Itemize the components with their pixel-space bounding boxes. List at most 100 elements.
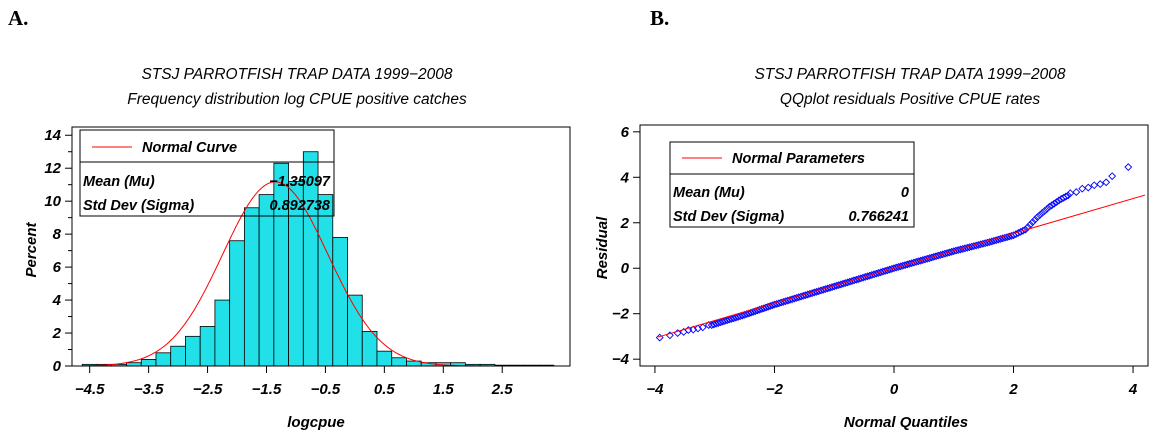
- qq-point: [1021, 225, 1030, 234]
- qqplot-legend-stat-name: Std Dev (Sigma): [673, 209, 784, 225]
- histogram-subtitle: Frequency distribution log CPUE positive…: [127, 91, 467, 108]
- qq-point: [707, 321, 716, 330]
- qq-point: [704, 321, 713, 330]
- qqplot-subtitle: QQplot residuals Positive CPUE rates: [780, 91, 1040, 108]
- qqplot-legend-stat-value: 0.766241: [849, 209, 909, 225]
- histogram-plot: −4.5 −3.5 −2.5 −1.5 −0.5 0.5 1.5 2.5 0 2 4 6 8 10 12 14…: [44, 126, 571, 398]
- histogram-bar: [273, 162, 289, 367]
- qq-point: [1047, 201, 1056, 210]
- panel-a-label: A.: [8, 6, 29, 30]
- qq-point: [655, 333, 664, 342]
- qq-point: [731, 313, 740, 322]
- qqplot-y-axis-label: Residual: [594, 216, 611, 279]
- qqplot-frame: [639, 124, 1149, 367]
- qq-point: [720, 317, 729, 325]
- qq-point: [716, 318, 725, 327]
- qq-point: [742, 310, 751, 319]
- qq-point: [810, 288, 819, 297]
- qq-point: [712, 319, 721, 328]
- qq-point: [1028, 218, 1037, 227]
- qqplot-y-tick-label: −4: [612, 351, 630, 368]
- histogram-x-tick-label: −2.5: [193, 381, 223, 398]
- qqplot-y-tick-label: 4: [620, 169, 630, 186]
- qq-point: [1064, 191, 1072, 200]
- qq-point: [801, 291, 810, 300]
- qq-point: [1026, 220, 1035, 229]
- histogram-bar: [155, 352, 172, 367]
- histogram-bar: [199, 326, 216, 367]
- qqplot-legend-box: [669, 141, 915, 228]
- histogram-x-tick-label: −0.5: [311, 381, 341, 398]
- qq-point: [1061, 192, 1070, 201]
- qq-point: [969, 242, 978, 251]
- qq-point: [1023, 223, 1032, 232]
- qqplot-legend-stat-name: Mean (Mu): [673, 185, 745, 201]
- qqplot-legend-stat-value: 0: [901, 185, 909, 201]
- qqplot-y-tick-label: 0: [621, 260, 630, 277]
- histogram-bar: [140, 359, 157, 367]
- qqplot-x-tick-label: 4: [1128, 381, 1138, 398]
- qq-point: [1078, 184, 1087, 193]
- qq-point: [812, 287, 821, 296]
- histogram-legend-stat-name: Std Dev (Sigma): [83, 198, 194, 214]
- qq-point: [753, 306, 762, 315]
- qq-point: [1045, 202, 1054, 211]
- histogram-legend-stat-value: 0.892738: [270, 198, 331, 214]
- qq-point: [747, 308, 755, 317]
- qq-point: [718, 317, 727, 326]
- histogram-y-tick-label: 0: [53, 358, 62, 375]
- histogram-x-tick-label: 1.5: [433, 381, 455, 398]
- qq-point: [808, 289, 817, 298]
- qq-point: [714, 319, 723, 327]
- qq-point: [749, 307, 758, 316]
- qq-point: [751, 307, 760, 316]
- qqplot-y-tick-label: −2: [612, 306, 630, 323]
- histogram-bar: [391, 357, 407, 367]
- histogram-y-tick-label: 2: [52, 325, 62, 342]
- qq-point: [738, 311, 747, 320]
- qq-point: [1050, 199, 1059, 208]
- qq-point: [709, 320, 718, 329]
- histogram-bar: [243, 207, 260, 367]
- qq-point: [727, 315, 736, 323]
- qq-point: [723, 316, 731, 325]
- qq-point: [740, 310, 749, 319]
- qq-point: [1096, 180, 1105, 189]
- histogram-bar: [332, 237, 348, 367]
- qqplot-x-tick-label: −2: [766, 381, 784, 398]
- histogram-bar: [347, 294, 363, 367]
- qq-point: [694, 324, 702, 333]
- qq-point: [725, 315, 734, 324]
- qq-point: [1072, 188, 1081, 197]
- qq-point: [1108, 172, 1117, 181]
- qq-point: [1040, 207, 1049, 215]
- histogram-legend-stat-name: Mean (Mu): [83, 174, 155, 190]
- qq-point: [1031, 215, 1039, 224]
- histogram-bar: [185, 335, 201, 367]
- histogram-bar: [229, 240, 245, 367]
- histogram-x-tick-label: 2.5: [491, 381, 514, 398]
- qq-point: [736, 312, 745, 321]
- qq-point: [698, 323, 707, 332]
- histogram-bar: [376, 350, 393, 367]
- histogram-bar: [214, 299, 231, 367]
- qq-point: [1102, 178, 1111, 187]
- histogram-y-tick-label: 4: [52, 292, 62, 309]
- histogram-y-tick-label: 6: [53, 259, 62, 276]
- qqplot-x-tick-label: 2: [1008, 381, 1018, 398]
- qq-point: [1055, 196, 1063, 205]
- histogram-x-tick-label: 0.5: [374, 381, 396, 398]
- histogram-bar: [170, 345, 186, 367]
- qqplot-title: STSJ PARROTFISH TRAP DATA 1999−2008: [754, 66, 1065, 83]
- qq-point: [1043, 204, 1051, 213]
- histogram-y-tick-label: 12: [44, 160, 61, 177]
- qqplot-x-axis-label: Normal Quantiles: [844, 414, 968, 431]
- qq-point: [729, 314, 738, 323]
- histogram-y-tick-label: 14: [44, 127, 61, 144]
- qq-point: [1084, 183, 1093, 192]
- histogram-legend-box: [79, 129, 335, 217]
- qqplot-legend-label: Normal Parameters: [732, 151, 865, 167]
- qq-point: [1052, 198, 1061, 207]
- qqplot-y-tick-label: 6: [621, 124, 630, 141]
